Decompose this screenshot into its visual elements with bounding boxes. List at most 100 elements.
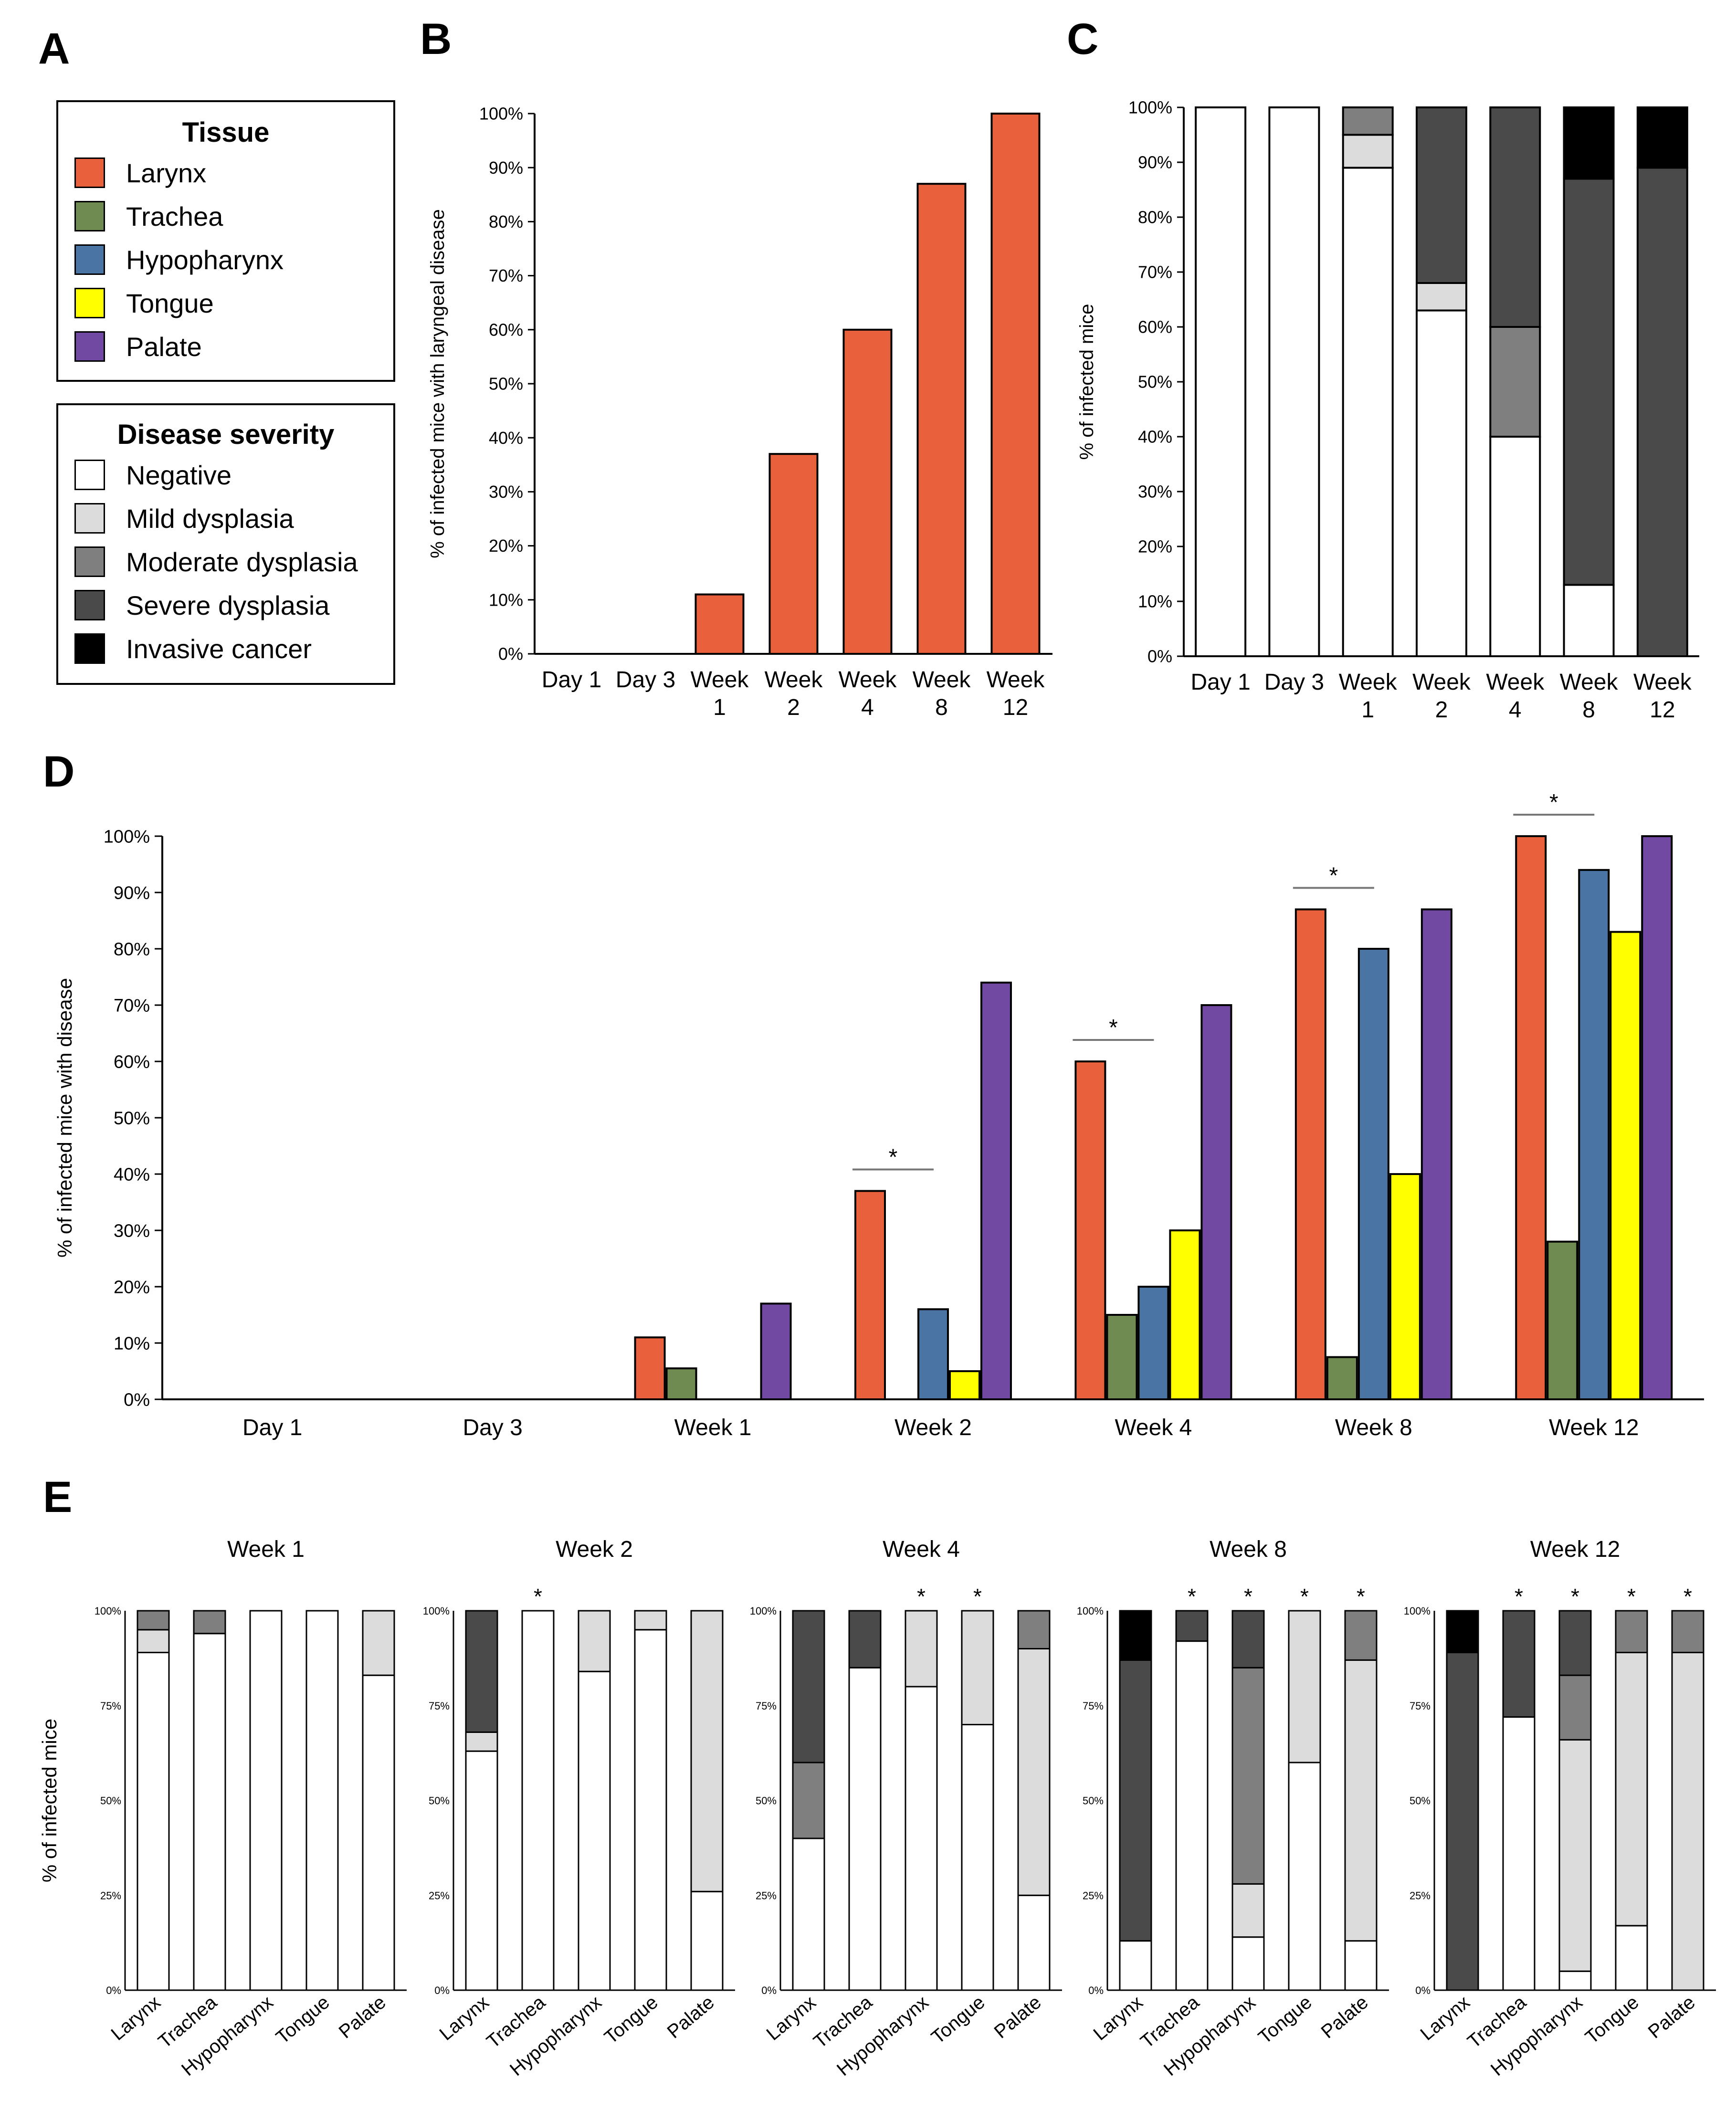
- stack-segment-negative: [578, 1670, 611, 1991]
- y-tick-label: 80%: [1138, 208, 1172, 227]
- severity-legend: Disease severity Negative Mild dysplasia…: [56, 403, 395, 685]
- y-tick-label: 100%: [104, 827, 150, 847]
- bar-tongue: [1389, 1173, 1421, 1400]
- x-tick-label: Palate: [1317, 1992, 1372, 2043]
- bar-palate: [760, 1302, 792, 1400]
- legend-item-mild-dysplasia: Mild dysplasia: [74, 501, 294, 535]
- tissue-legend: Tissue Larynx Trachea Hypopharynx Tongue…: [56, 100, 395, 382]
- x-tick-label: Week 2: [894, 1415, 972, 1440]
- stack-segment-negative: [1195, 106, 1247, 657]
- y-axis-title: % of infected mice: [38, 1719, 61, 1882]
- stack-segment-negative: [961, 1724, 994, 1991]
- panel-label-b: B: [420, 15, 452, 63]
- y-tick-label: 0%: [498, 644, 523, 664]
- stack-segment-moderate-dysplasia: [1017, 1610, 1051, 1649]
- stack-segment-severe-dysplasia: [1119, 1659, 1152, 1942]
- stack-segment-moderate-dysplasia: [137, 1610, 170, 1631]
- y-tick-label: 25%: [429, 1889, 450, 1901]
- stack-segment-mild-dysplasia: [1558, 1739, 1592, 1972]
- stack-segment-severe-dysplasia: [1416, 106, 1467, 284]
- x-tick-label: Week: [1560, 670, 1619, 695]
- y-tick-label: 0%: [761, 1984, 777, 1996]
- significance-star: *: [1549, 790, 1558, 815]
- bar-trachea: [1326, 1356, 1358, 1400]
- x-tick-label: Week: [913, 667, 971, 693]
- legend-label: Moderate dysplasia: [126, 546, 358, 577]
- x-tick-label: 1: [1361, 697, 1374, 723]
- x-tick-label: Day 3: [1264, 670, 1324, 695]
- stack-segment-negative: [1344, 1940, 1378, 1991]
- stack-segment-mild-dysplasia: [1615, 1651, 1648, 1927]
- y-tick-label: 40%: [114, 1165, 150, 1185]
- y-tick-label: 0%: [124, 1390, 150, 1410]
- significance-star: *: [1571, 1584, 1579, 1609]
- y-tick-label: 70%: [1138, 262, 1172, 282]
- legend-label: Trachea: [126, 201, 223, 231]
- stack-segment-mild-dysplasia: [1344, 1659, 1378, 1942]
- x-tick-label: 8: [1582, 697, 1595, 723]
- x-tick-label: Day 3: [616, 667, 675, 693]
- x-tick-label: Week: [987, 667, 1045, 693]
- stack-segment-negative: [1175, 1640, 1209, 1991]
- panel-label-a: A: [38, 24, 70, 73]
- legend-item-hypopharynx: Hypopharynx: [74, 242, 284, 277]
- y-tick-label: 25%: [100, 1889, 121, 1901]
- stack-segment-severe-dysplasia: [1558, 1610, 1592, 1676]
- larynx-swatch: [74, 157, 105, 188]
- severe-dysplasia-swatch: [74, 590, 105, 620]
- bar-tongue: [1169, 1229, 1201, 1400]
- stack-segment-moderate-dysplasia: [1231, 1667, 1265, 1885]
- stack-segment-moderate-dysplasia: [1489, 326, 1541, 438]
- y-tick-label: 50%: [429, 1795, 450, 1807]
- y-tick-label: 75%: [1083, 1700, 1104, 1712]
- x-tick-label: Week: [1633, 670, 1692, 695]
- legend-item-tongue: Tongue: [74, 286, 214, 320]
- stack-segment-negative: [1017, 1894, 1051, 1991]
- significance-star: *: [534, 1584, 542, 1609]
- bar-hypopharynx: [1137, 1286, 1169, 1400]
- y-tick-label: 90%: [489, 158, 523, 178]
- stack-segment-mild-dysplasia: [1671, 1651, 1704, 1991]
- y-tick-label: 90%: [1138, 153, 1172, 172]
- bar-trachea: [665, 1367, 697, 1401]
- stack-segment-invasive-cancer: [1119, 1610, 1152, 1661]
- y-tick-label: 75%: [1410, 1700, 1431, 1712]
- stack-segment-severe-dysplasia: [1563, 178, 1615, 586]
- y-tick-label: 0%: [106, 1984, 121, 1996]
- x-tick-label: Week 1: [674, 1415, 752, 1440]
- y-tick-label: 90%: [114, 883, 150, 903]
- bar-larynx: [634, 1336, 666, 1400]
- stack-segment-mild-dysplasia: [634, 1610, 667, 1631]
- tongue-swatch: [74, 288, 105, 318]
- y-tick-label: 60%: [1138, 317, 1172, 337]
- legend-label: Larynx: [126, 157, 207, 188]
- stack-segment-negative: [1563, 584, 1615, 657]
- significance-star: *: [1300, 1584, 1309, 1609]
- x-tick-label: 2: [787, 695, 800, 720]
- x-tick-label: Tongue: [1254, 1992, 1316, 2048]
- stack-segment-mild-dysplasia: [465, 1731, 498, 1752]
- significance-star: *: [1188, 1584, 1196, 1609]
- tissue-legend-title: Tissue: [182, 117, 270, 148]
- facet-title: Week 8: [1210, 1537, 1287, 1562]
- legend-label: Negative: [126, 460, 232, 490]
- stack-segment-negative: [137, 1651, 170, 1991]
- legend-item-negative: Negative: [74, 458, 231, 492]
- stack-segment-moderate-dysplasia: [1342, 106, 1394, 136]
- x-tick-label: Week 8: [1335, 1415, 1412, 1440]
- facet-title: Week 4: [883, 1537, 960, 1562]
- stack-segment-negative: [634, 1629, 667, 1991]
- mild-dysplasia-swatch: [74, 503, 105, 534]
- y-tick-label: 30%: [1138, 482, 1172, 502]
- x-tick-label: Week 4: [1115, 1415, 1192, 1440]
- stack-segment-severe-dysplasia: [792, 1610, 825, 1763]
- bar-larynx: [990, 113, 1041, 655]
- stack-segment-negative: [465, 1750, 498, 1991]
- y-tick-label: 50%: [1410, 1795, 1431, 1807]
- y-tick-label: 100%: [1077, 1605, 1104, 1617]
- y-tick-label: 50%: [1083, 1795, 1104, 1807]
- legend-label: Tongue: [126, 288, 214, 318]
- negative-swatch: [74, 460, 105, 490]
- bar-larynx: [1074, 1060, 1106, 1400]
